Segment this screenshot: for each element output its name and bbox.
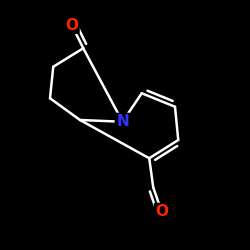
Text: O: O	[65, 18, 78, 32]
Text: N: N	[116, 114, 129, 129]
Text: O: O	[155, 204, 168, 219]
